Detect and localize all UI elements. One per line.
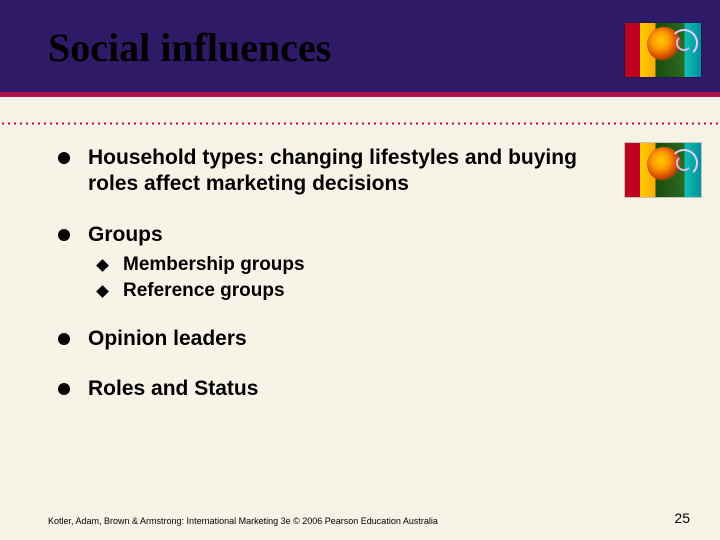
dotted-divider: [0, 122, 720, 125]
bullet-diamond-icon: [96, 259, 109, 272]
footer-citation: Kotler, Adam, Brown & Armstrong: Interna…: [48, 516, 438, 526]
bullet-dot-icon: [58, 152, 70, 164]
content-area: Household types: changing lifestyles and…: [58, 145, 610, 426]
bullet-item: Opinion leaders: [58, 326, 610, 352]
sub-bullet-group: Membership groups Reference groups: [58, 254, 610, 302]
bullet-item: Groups: [58, 222, 610, 248]
sub-bullet-item: Reference groups: [98, 280, 610, 302]
slide-title: Social influences: [48, 24, 331, 71]
bullet-text: Groups: [88, 222, 163, 248]
decorative-image-side: [624, 142, 702, 198]
accent-underline: [0, 92, 720, 97]
bullet-text: Opinion leaders: [88, 326, 247, 352]
bullet-dot-icon: [58, 333, 70, 345]
bullet-item: Household types: changing lifestyles and…: [58, 145, 610, 198]
decorative-image-top: [624, 22, 702, 78]
bullet-text: Household types: changing lifestyles and…: [88, 145, 610, 198]
bullet-diamond-icon: [96, 285, 109, 298]
bullet-item: Roles and Status: [58, 376, 610, 402]
bullet-text: Roles and Status: [88, 376, 258, 402]
footer: Kotler, Adam, Brown & Armstrong: Interna…: [48, 510, 690, 526]
bullet-dot-icon: [58, 383, 70, 395]
sub-bullet-item: Membership groups: [98, 254, 610, 276]
bullet-dot-icon: [58, 229, 70, 241]
page-number: 25: [674, 510, 690, 526]
sub-bullet-text: Reference groups: [123, 280, 285, 302]
sub-bullet-text: Membership groups: [123, 254, 305, 276]
